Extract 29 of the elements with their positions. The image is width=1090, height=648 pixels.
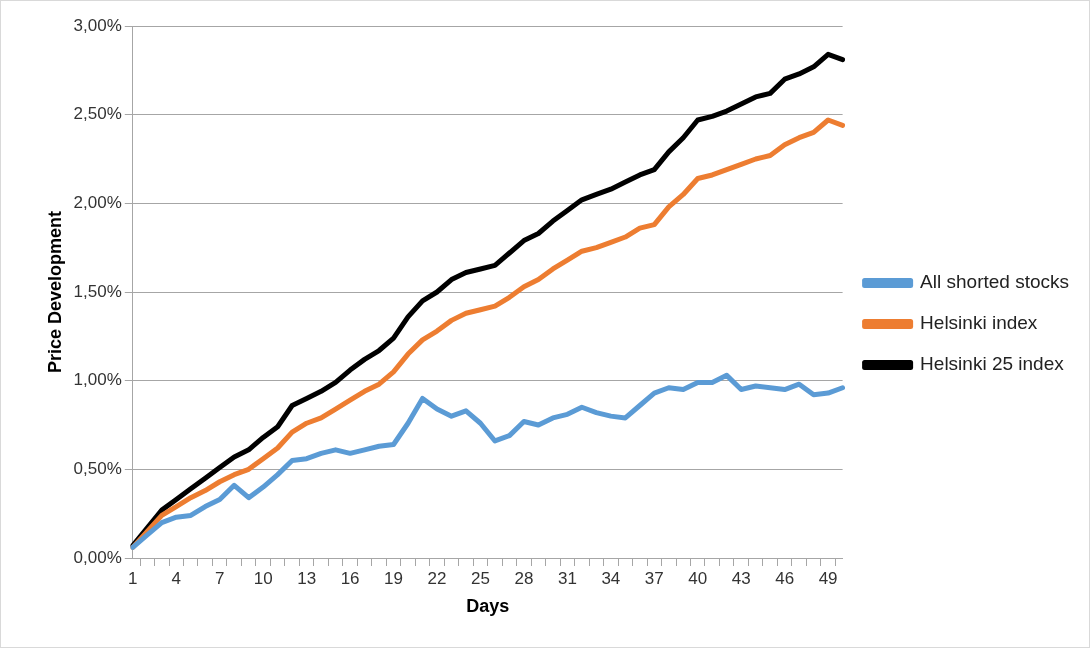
y-axis-title: Price Development	[44, 210, 65, 374]
y-tick-label: 0,00%	[73, 547, 122, 567]
x-tick-label: 31	[557, 568, 577, 588]
y-tick-label: 0,50%	[73, 459, 122, 479]
x-tick-label: 22	[427, 568, 447, 588]
y-tick-label: 2,00%	[73, 193, 122, 213]
x-tick-label: 46	[775, 568, 795, 588]
x-tick-label: 1	[128, 568, 138, 588]
x-tick-label: 34	[601, 568, 621, 588]
x-tick-label: 19	[384, 568, 404, 588]
x-axis-title: Days	[466, 596, 510, 617]
x-tick-label: 40	[688, 568, 708, 588]
x-tick-label: 13	[297, 568, 317, 588]
x-tick-label: 25	[471, 568, 490, 588]
y-tick-label: 2,50%	[73, 104, 122, 124]
x-tick-label: 10	[253, 568, 273, 588]
x-tick-label: 37	[644, 568, 664, 588]
legend-label: Helsinki index	[920, 312, 1038, 334]
x-tick-label: 43	[731, 568, 751, 588]
x-tick-label: 49	[818, 568, 838, 588]
legend-label: Helsinki 25 index	[920, 353, 1065, 375]
x-tick-label: 28	[514, 568, 534, 588]
y-tick-label: 3,00%	[73, 15, 122, 35]
y-tick-label: 1,50%	[73, 281, 122, 301]
y-tick-label: 1,00%	[73, 370, 122, 390]
x-tick-label: 7	[214, 568, 225, 588]
x-tick-label: 16	[340, 568, 360, 588]
legend-label: All shorted stocks	[920, 271, 1070, 293]
x-tick-label: 4	[171, 568, 181, 588]
